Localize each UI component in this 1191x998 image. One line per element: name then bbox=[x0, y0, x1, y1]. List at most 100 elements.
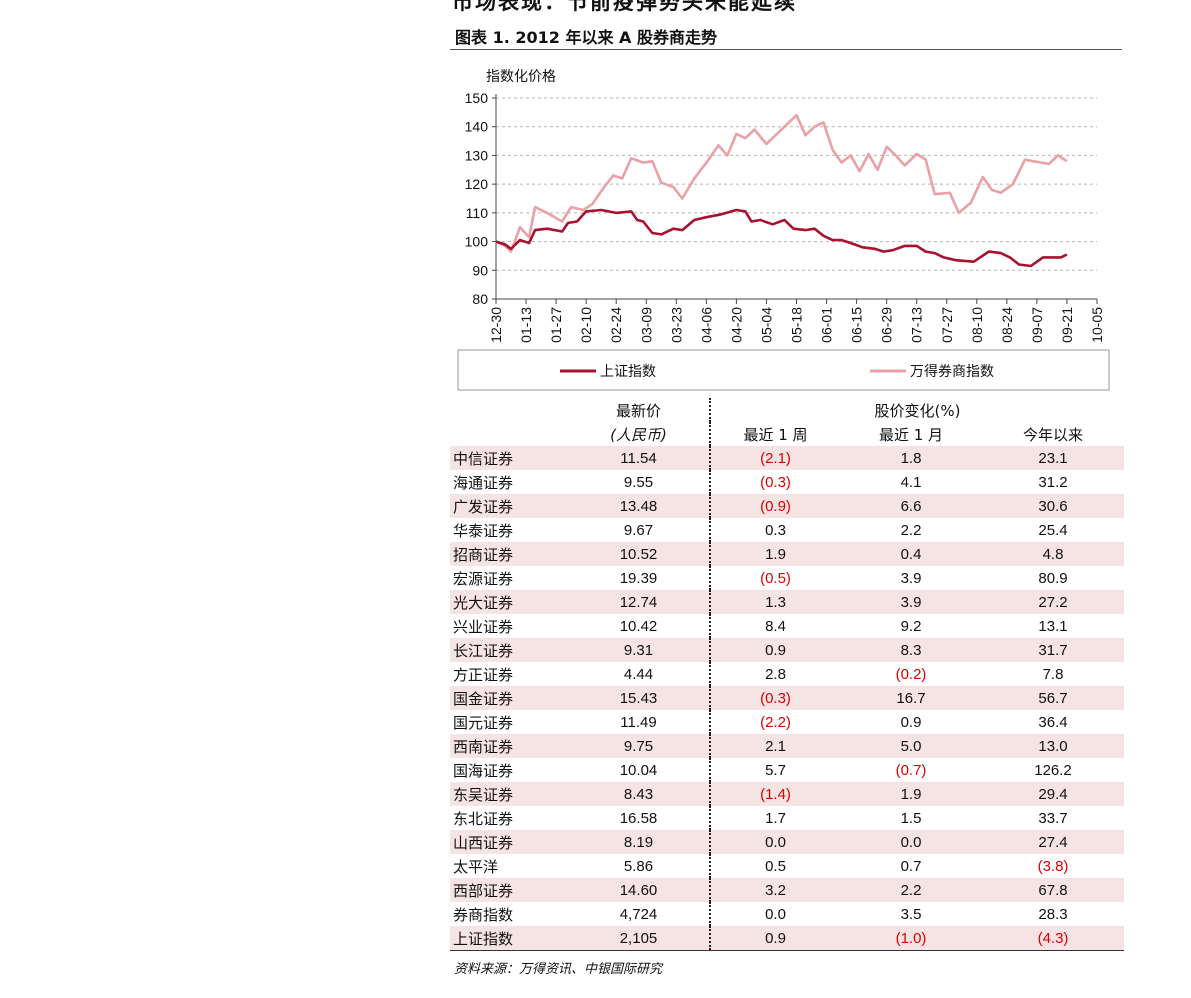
chart-legend: 上证指数 万得券商指数 bbox=[457, 349, 1110, 391]
ytd-change-cell: 80.9 bbox=[1038, 569, 1068, 587]
month-change-cell: 3.5 bbox=[900, 905, 922, 923]
ytd-change-cell: 56.7 bbox=[982, 686, 1125, 710]
legend-label-shanghai: 上证指数 bbox=[600, 364, 656, 380]
series-line-shanghai bbox=[495, 208, 1068, 268]
name-cell: 东吴证券 bbox=[450, 782, 568, 806]
ytd-change-cell: 28.3 bbox=[1038, 905, 1068, 923]
price-cell: 15.43 bbox=[568, 686, 711, 710]
month-change-cell: 1.5 bbox=[900, 809, 922, 827]
price-cell: 10.52 bbox=[568, 542, 711, 566]
y-tick-label: 80 bbox=[472, 291, 488, 307]
name-cell: 国元证券 bbox=[453, 713, 514, 732]
week-change-cell: (0.3) bbox=[760, 473, 791, 491]
month-change-cell: 5.0 bbox=[840, 734, 982, 758]
week-change-cell: 1.3 bbox=[710, 590, 840, 614]
week-change-cell: 2.8 bbox=[765, 665, 786, 683]
month-change-cell: 1.8 bbox=[840, 446, 982, 470]
x-tick-label: 05-18 bbox=[789, 307, 805, 343]
ytd-change-cell: 33.7 bbox=[1038, 809, 1068, 827]
legend-label-broker: 万得券商指数 bbox=[910, 363, 994, 380]
price-cell: 9.55 bbox=[568, 470, 711, 494]
month-change-cell: 8.3 bbox=[840, 638, 982, 662]
table-row: 招商证券 10.52 1.9 0.4 4.8 bbox=[450, 542, 1125, 566]
x-tick-label: 09-07 bbox=[1029, 307, 1045, 343]
title-divider bbox=[450, 49, 1122, 50]
ytd-change-cell: 4.8 bbox=[982, 542, 1125, 566]
x-tick-label: 04-06 bbox=[698, 307, 714, 343]
table-header-row-1: 最新价 股价变化(%) bbox=[450, 398, 1124, 422]
ytd-change-cell: 67.8 bbox=[982, 878, 1125, 902]
name-cell: 上证指数 bbox=[450, 926, 568, 950]
ytd-change-cell: 27.4 bbox=[982, 830, 1125, 854]
ytd-change-cell: 23.1 bbox=[982, 446, 1125, 470]
week-change-cell: (1.4) bbox=[710, 782, 840, 806]
ytd-change-cell: 7.8 bbox=[1042, 665, 1064, 683]
x-tick-label: 01-13 bbox=[518, 307, 534, 343]
name-cell: 招商证券 bbox=[450, 542, 568, 566]
price-cell: 8.43 bbox=[568, 782, 711, 806]
week-change-cell: (0.9) bbox=[710, 494, 840, 518]
week-change-cell: (0.5) bbox=[760, 569, 791, 587]
ytd-change-cell: 13.1 bbox=[1038, 617, 1068, 635]
y-tick-label: 150 bbox=[465, 90, 489, 106]
name-cell: 山西证券 bbox=[450, 830, 568, 854]
price-cell: 2,105 bbox=[568, 926, 711, 950]
week-change-cell: 5.7 bbox=[765, 761, 786, 779]
ytd-change-cell: 31.2 bbox=[1038, 473, 1068, 491]
table-row: 山西证券 8.19 0.0 0.0 27.4 bbox=[450, 830, 1125, 854]
line-chart: 150 140 130 120 110 100 90 80 12-30 01-13 01-27 02… bbox=[457, 69, 1110, 391]
table-row: 券商指数 4,724 0.0 3.5 28.3 bbox=[450, 902, 1124, 926]
x-tick-label: 05-04 bbox=[758, 307, 774, 343]
legend-box bbox=[457, 349, 1110, 391]
table-row: 兴业证券 10.42 8.4 9.2 13.1 bbox=[450, 614, 1124, 638]
month-change-cell: 4.1 bbox=[900, 473, 922, 491]
price-cell: 11.54 bbox=[568, 446, 711, 470]
ytd-change-cell: 126.2 bbox=[1034, 761, 1072, 779]
x-tick-label: 12-30 bbox=[488, 307, 504, 343]
price-cell: 12.74 bbox=[568, 590, 711, 614]
name-cell: 宏源证券 bbox=[453, 569, 514, 588]
price-cell: 9.75 bbox=[568, 734, 711, 758]
y-tick-label: 130 bbox=[465, 147, 489, 163]
name-cell: 国海证券 bbox=[453, 761, 514, 780]
month-change-cell: 3.9 bbox=[900, 569, 922, 587]
name-cell: 华泰证券 bbox=[453, 521, 514, 540]
table-row: 华泰证券 9.67 0.3 2.2 25.4 bbox=[450, 518, 1124, 542]
month-change-cell: 0.4 bbox=[840, 542, 982, 566]
table-row: 中信证券 11.54 (2.1) 1.8 23.1 bbox=[450, 446, 1125, 470]
week-change-cell: 1.7 bbox=[765, 809, 786, 827]
week-change-cell: 0.3 bbox=[765, 521, 786, 539]
table-row: 宏源证券 19.39 (0.5) 3.9 80.9 bbox=[450, 566, 1124, 590]
table-row: 太平洋 5.86 0.5 0.7 (3.8) bbox=[450, 854, 1124, 878]
week-change-cell: 8.4 bbox=[765, 617, 786, 635]
name-cell: 券商指数 bbox=[453, 905, 514, 924]
price-cell: 16.58 bbox=[568, 806, 711, 830]
month-change-cell: (1.0) bbox=[840, 926, 982, 950]
header-latest: 最新价 bbox=[568, 398, 711, 422]
table-row: 长江证券 9.31 0.9 8.3 31.7 bbox=[450, 638, 1125, 662]
table-row: 海通证券 9.55 (0.3) 4.1 31.2 bbox=[450, 470, 1124, 494]
price-cell: 13.48 bbox=[568, 494, 711, 518]
source-note: 资料来源：万得资讯、中银国际研究 bbox=[454, 962, 663, 977]
name-cell: 中信证券 bbox=[450, 446, 568, 470]
x-tick-label: 07-27 bbox=[939, 307, 955, 343]
ytd-change-cell: 29.4 bbox=[982, 782, 1125, 806]
month-change-cell: 6.6 bbox=[840, 494, 982, 518]
week-change-cell: 0.0 bbox=[710, 830, 840, 854]
header-ytd: 今年以来 bbox=[1023, 425, 1084, 444]
header-month: 最近 1 月 bbox=[878, 425, 944, 444]
name-cell: 广发证券 bbox=[450, 494, 568, 518]
table-bottom-rule bbox=[450, 950, 1124, 951]
table-row: 上证指数 2,105 0.9 (1.0) (4.3) bbox=[450, 926, 1125, 950]
name-cell: 海通证券 bbox=[453, 473, 514, 492]
ytd-change-cell: 27.2 bbox=[982, 590, 1125, 614]
name-cell: 国金证券 bbox=[450, 686, 568, 710]
week-change-cell: 1.9 bbox=[710, 542, 840, 566]
ytd-change-cell: (4.3) bbox=[982, 926, 1125, 950]
y-axis: 150 140 130 120 110 100 90 80 bbox=[465, 90, 497, 307]
month-change-cell: 16.7 bbox=[840, 686, 982, 710]
y-tick-label: 100 bbox=[465, 234, 489, 250]
x-tick-label: 08-10 bbox=[969, 307, 985, 343]
price-cell: 8.19 bbox=[568, 830, 711, 854]
name-cell: 光大证券 bbox=[450, 590, 568, 614]
